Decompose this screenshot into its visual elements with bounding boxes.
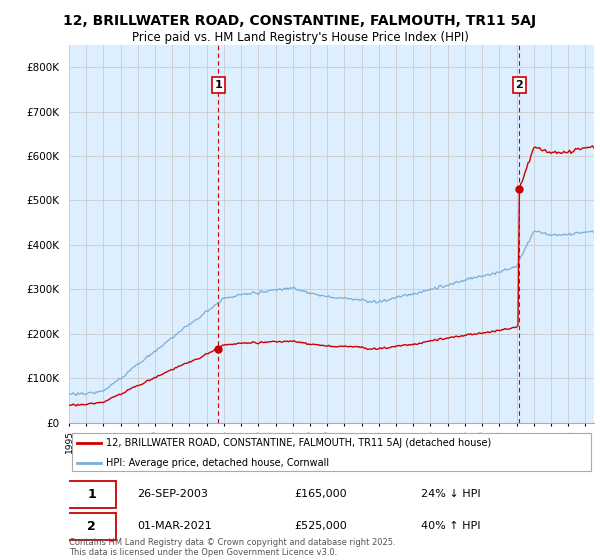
FancyBboxPatch shape (67, 480, 116, 508)
FancyBboxPatch shape (71, 433, 592, 471)
Text: 26-SEP-2003: 26-SEP-2003 (137, 489, 208, 500)
Text: 24% ↓ HPI: 24% ↓ HPI (421, 489, 481, 500)
Text: HPI: Average price, detached house, Cornwall: HPI: Average price, detached house, Corn… (106, 458, 329, 468)
Text: 2: 2 (515, 80, 523, 90)
Text: 2: 2 (87, 520, 96, 533)
FancyBboxPatch shape (67, 513, 116, 540)
Text: £165,000: £165,000 (295, 489, 347, 500)
Text: Price paid vs. HM Land Registry's House Price Index (HPI): Price paid vs. HM Land Registry's House … (131, 31, 469, 44)
Text: 40% ↑ HPI: 40% ↑ HPI (421, 521, 480, 531)
Text: 12, BRILLWATER ROAD, CONSTANTINE, FALMOUTH, TR11 5AJ (detached house): 12, BRILLWATER ROAD, CONSTANTINE, FALMOU… (106, 438, 491, 448)
Text: 12, BRILLWATER ROAD, CONSTANTINE, FALMOUTH, TR11 5AJ: 12, BRILLWATER ROAD, CONSTANTINE, FALMOU… (64, 14, 536, 28)
Text: Contains HM Land Registry data © Crown copyright and database right 2025.
This d: Contains HM Land Registry data © Crown c… (69, 538, 395, 557)
Text: 1: 1 (214, 80, 222, 90)
Text: 01-MAR-2021: 01-MAR-2021 (137, 521, 212, 531)
Text: £525,000: £525,000 (295, 521, 347, 531)
Text: 1: 1 (87, 488, 96, 501)
